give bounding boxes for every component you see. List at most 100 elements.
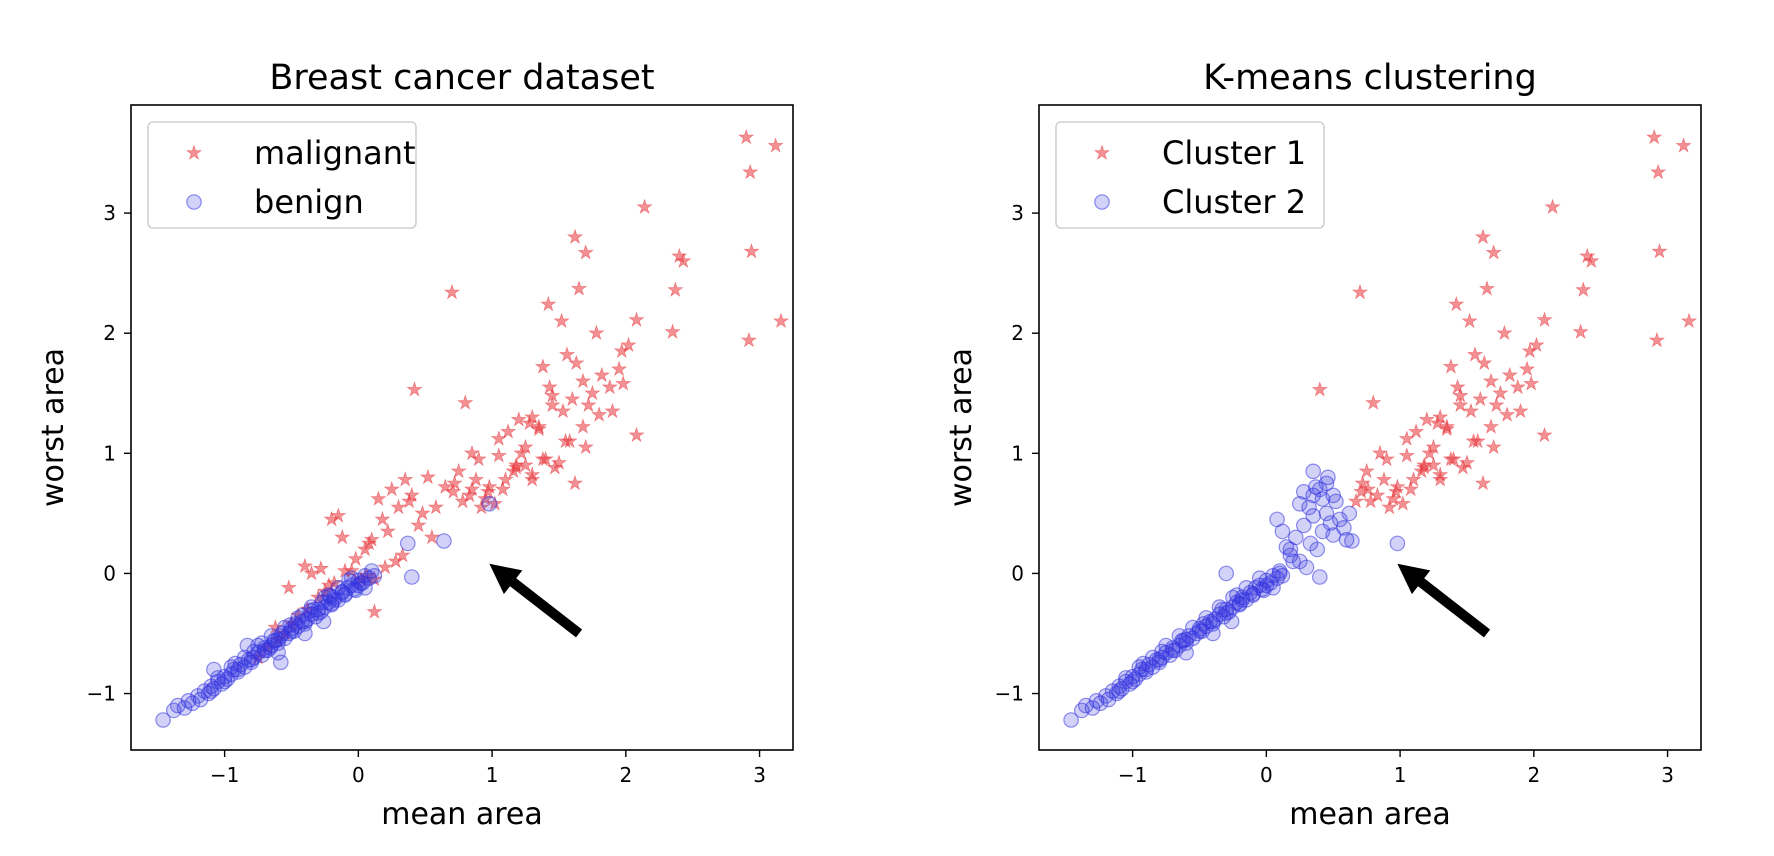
- data-point-circle: [1084, 700, 1101, 716]
- data-point-circle: [1205, 625, 1221, 642]
- data-point-circle: [297, 625, 313, 642]
- data-point-star: [282, 580, 296, 594]
- y-tick-label: 1: [1011, 441, 1024, 465]
- data-point-circle: [1344, 533, 1360, 549]
- data-point-circle: [270, 644, 286, 661]
- y-tick-label: 0: [1011, 561, 1024, 585]
- data-point-star: [1650, 333, 1664, 347]
- data-point-star: [1353, 285, 1367, 299]
- data-point-circle: [1301, 499, 1317, 516]
- data-point-star: [492, 448, 506, 462]
- x-tick-label: 3: [1661, 763, 1674, 787]
- data-point-star: [1449, 297, 1463, 311]
- axes-frame: [1038, 104, 1702, 751]
- x-tick-label: 1: [486, 763, 499, 787]
- y-tick-label: 2: [103, 321, 116, 345]
- data-point-star: [411, 518, 425, 532]
- data-point-star: [1489, 398, 1503, 412]
- data-point-circle: [1211, 599, 1228, 615]
- data-point-star: [445, 285, 459, 299]
- data-point-star: [375, 512, 389, 526]
- data-point-circle: [1111, 683, 1127, 699]
- data-point-circle: [155, 712, 171, 728]
- data-point-star: [1409, 424, 1423, 438]
- data-point-star: [1480, 281, 1494, 295]
- axes-frame: [130, 104, 794, 751]
- data-point-star: [576, 419, 590, 433]
- legend-marker-circle: [186, 194, 202, 210]
- x-tick-label: 3: [753, 763, 766, 787]
- data-point-star: [579, 245, 593, 259]
- data-point-star: [1545, 200, 1559, 214]
- data-point-circle: [1298, 559, 1315, 576]
- data-point-circle: [1309, 541, 1325, 558]
- data-point-circle: [1154, 643, 1170, 660]
- series-2: [155, 495, 498, 728]
- data-point-star: [1576, 283, 1590, 297]
- chart-title: K-means clustering: [1203, 58, 1537, 98]
- data-point-star: [1476, 230, 1490, 244]
- data-point-star: [1444, 359, 1458, 373]
- data-point-star: [585, 386, 599, 400]
- data-point-star: [1360, 464, 1374, 478]
- data-point-circle: [1218, 565, 1234, 582]
- data-point-star: [1377, 472, 1391, 486]
- data-point-star: [629, 428, 643, 442]
- data-point-star: [592, 407, 606, 421]
- data-point-star: [1400, 448, 1414, 462]
- data-point-star: [1524, 376, 1538, 390]
- data-point-star: [1313, 382, 1327, 396]
- data-point-circle: [1265, 579, 1281, 596]
- series-1: [1313, 130, 1696, 514]
- data-point-circle: [436, 533, 452, 549]
- data-point-star: [1400, 431, 1414, 445]
- data-point-circle: [236, 649, 253, 666]
- data-point-star: [576, 374, 590, 388]
- data-point-star: [1493, 386, 1507, 400]
- data-point-star: [492, 431, 506, 445]
- data-point-circle: [1214, 601, 1230, 618]
- y-tick-label: 2: [1011, 321, 1024, 345]
- data-point-star: [1484, 374, 1498, 388]
- data-point-star: [1366, 395, 1380, 409]
- data-point-star: [1573, 325, 1587, 339]
- x-tick-label: −1: [1118, 763, 1147, 787]
- data-point-star: [1652, 244, 1666, 258]
- data-point-circle: [239, 637, 256, 654]
- data-point-star: [595, 368, 609, 382]
- data-point-star: [1476, 476, 1490, 490]
- data-point-circle: [1229, 587, 1245, 603]
- data-point-circle: [1274, 523, 1291, 540]
- data-point-star: [668, 283, 682, 297]
- y-axis-label: worst area: [36, 348, 71, 507]
- data-point-circle: [1118, 670, 1134, 686]
- data-point-star: [744, 244, 758, 258]
- data-point-circle: [227, 655, 244, 672]
- data-point-star: [452, 464, 466, 478]
- data-point-star: [739, 130, 753, 144]
- legend: Cluster 1 Cluster 2: [1055, 121, 1325, 229]
- data-point-star: [629, 313, 643, 327]
- y-tick-label: 3: [103, 201, 116, 225]
- data-point-star: [616, 376, 630, 390]
- data-point-star: [1676, 138, 1690, 152]
- data-point-star: [1537, 313, 1551, 327]
- data-point-star: [1487, 440, 1501, 454]
- data-point-circle: [1305, 463, 1321, 480]
- data-point-circle: [1100, 691, 1117, 708]
- series-2: [1063, 463, 1406, 728]
- data-point-star: [458, 395, 472, 409]
- data-point-circle: [1223, 613, 1240, 630]
- data-point-star: [1500, 407, 1514, 421]
- x-axis-label: mean area: [381, 797, 543, 832]
- data-point-star: [1468, 347, 1482, 361]
- data-point-star: [743, 165, 757, 179]
- data-point-star: [385, 482, 399, 496]
- data-point-star: [1487, 245, 1501, 259]
- y-axis-label: worst area: [944, 348, 979, 507]
- data-point-star: [542, 380, 556, 394]
- data-point-star: [569, 356, 583, 370]
- data-point-star: [1651, 165, 1665, 179]
- data-point-circle: [1271, 565, 1288, 582]
